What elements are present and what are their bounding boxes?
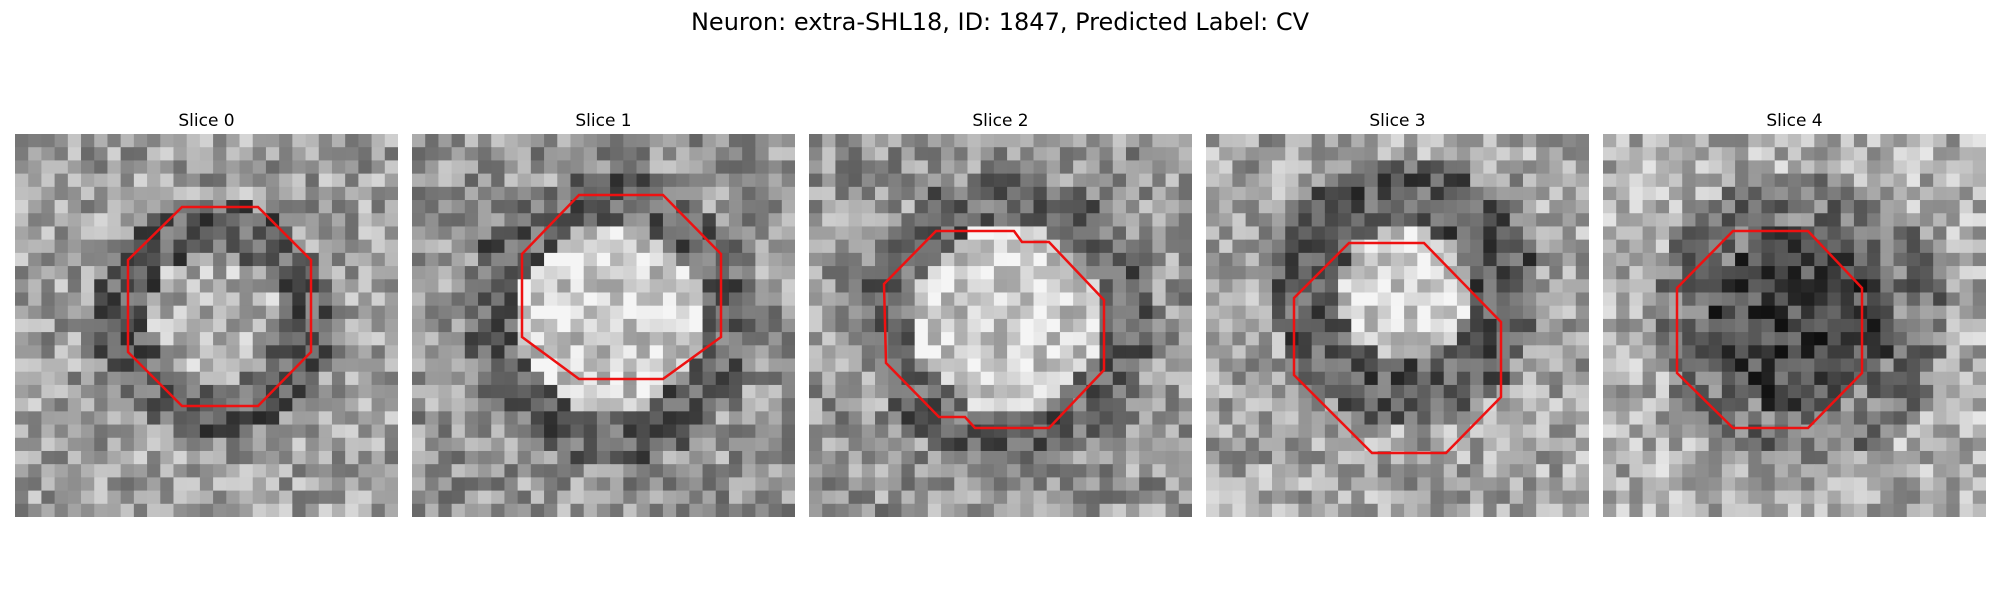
roi-contour [126,205,313,408]
roi-contour [1292,241,1503,455]
slice-panel-1: Slice 1 [412,110,795,517]
roi-contour [1675,229,1864,430]
slice-image [809,134,1192,517]
figure-title: Neuron: extra-SHL18, ID: 1847, Predicted… [690,8,1310,36]
slice-title: Slice 3 [1369,111,1426,131]
slice-image [412,134,795,517]
slice-image [15,134,398,517]
roi-contour [520,193,723,381]
slice-image [1603,134,1986,517]
slice-panel-0: Slice 0 [15,110,398,517]
slice-image [1206,134,1589,517]
slice-title: Slice 0 [178,111,235,131]
slice-title: Slice 2 [972,111,1029,131]
slice-title: Slice 4 [1766,111,1823,131]
slice-panel-3: Slice 3 [1206,110,1589,517]
slice-title: Slice 1 [575,111,632,131]
roi-contour [882,229,1106,430]
slice-panel-2: Slice 2 [809,110,1192,517]
slice-panel-4: Slice 4 [1603,110,1986,517]
